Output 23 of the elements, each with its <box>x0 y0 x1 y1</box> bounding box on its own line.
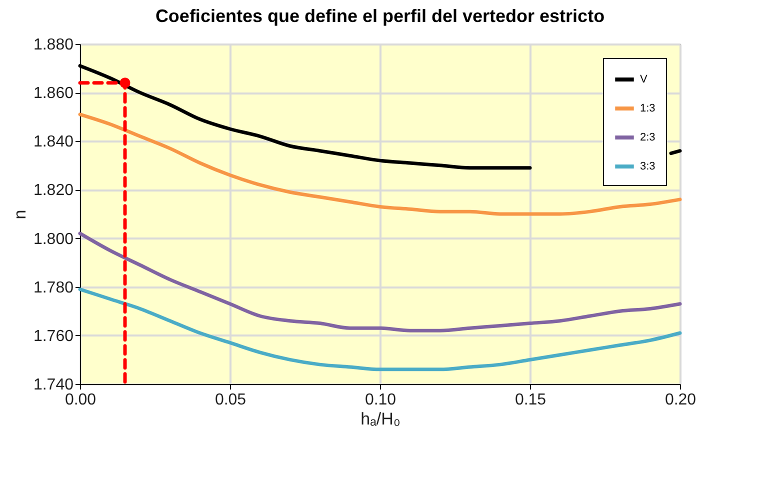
legend-label: V <box>640 74 648 86</box>
x-tick-label: 0.20 <box>664 392 696 408</box>
y-tick-label: 1.880 <box>33 36 74 54</box>
legend-label: 2:3 <box>640 132 656 144</box>
y-tick-label: 1.840 <box>33 134 74 151</box>
y-tick-label: 1.740 <box>33 376 74 394</box>
y-axis-title: n <box>10 210 30 220</box>
x-tick-label: 0.10 <box>364 392 396 408</box>
legend-label: 1:3 <box>640 102 656 114</box>
line-series <box>78 112 682 216</box>
x-tick-label: 0.05 <box>214 392 246 408</box>
y-tick-label: 1.800 <box>33 230 74 248</box>
y-tick-label: 1.780 <box>33 279 74 296</box>
y-tick-label: 1.760 <box>33 328 74 345</box>
line-series <box>78 288 682 372</box>
y-tick-label: 1.820 <box>33 182 74 200</box>
y-tick-label: 1.860 <box>33 85 74 102</box>
chart-title: Coeficientes que define el perfil del vertedor estricto <box>155 6 605 26</box>
line-series <box>78 232 682 332</box>
x-axis-title: hₐ/H₀ <box>360 410 400 428</box>
x-tick-label: 0.15 <box>514 392 546 408</box>
legend-label: 3:3 <box>640 160 656 172</box>
x-tick-label: 0.00 <box>64 392 96 408</box>
